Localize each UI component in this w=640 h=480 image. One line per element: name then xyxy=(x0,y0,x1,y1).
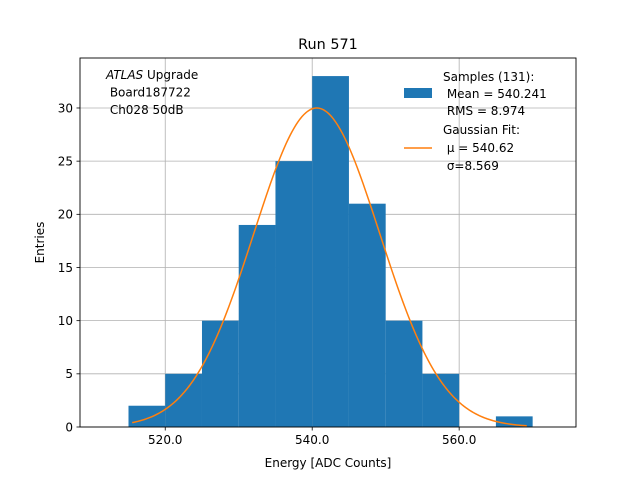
gaussian-fit xyxy=(132,107,527,427)
histogram-bar-10 xyxy=(495,416,533,427)
histogram-bar-4 xyxy=(275,161,313,428)
y-tick-label-0: 0 xyxy=(65,420,73,434)
histogram-bar-0 xyxy=(128,405,166,427)
legend-hist-swatch xyxy=(404,88,432,98)
histogram-bar-3 xyxy=(238,224,276,427)
x-tick-label-0: 520.0 xyxy=(148,433,182,447)
x-axis-ticks: 520.0 540.0 560.0 xyxy=(148,427,476,447)
legend-hist-line-0: Samples (131): xyxy=(443,70,534,84)
histogram-bar-2 xyxy=(201,320,239,427)
legend-fit-line-1: μ = 540.62 xyxy=(443,141,514,155)
atlas-label: ATLAS xyxy=(105,68,144,82)
annotation-line-2: Ch028 50dB xyxy=(106,103,184,117)
annotation-line-1: Board187722 xyxy=(106,86,191,100)
histogram-bar-8 xyxy=(422,373,460,427)
y-tick-label-3: 15 xyxy=(58,261,73,275)
legend: Samples (131): Mean = 540.241 RMS = 8.97… xyxy=(404,70,547,173)
y-tick-label-4: 20 xyxy=(58,208,73,222)
annotation-text: Upgrade xyxy=(143,68,198,82)
y-axis-label: Entries xyxy=(33,222,47,264)
chart-title: Run 571 xyxy=(298,37,358,53)
annotation-text: Board187722 xyxy=(106,86,191,100)
legend-hist-line-1: Mean = 540.241 xyxy=(443,87,547,101)
y-tick-label-2: 10 xyxy=(58,314,73,328)
annotation-text: Ch028 50dB xyxy=(106,103,184,117)
annotation-line-0: ATLAS Upgrade xyxy=(105,68,198,82)
x-axis-label: Energy [ADC Counts] xyxy=(265,456,392,470)
y-tick-label-1: 5 xyxy=(65,367,73,381)
legend-fit-line-0: Gaussian Fit: xyxy=(443,123,520,137)
y-axis-ticks: 0 5 10 15 20 25 30 xyxy=(58,101,80,434)
x-tick-label-1: 540.0 xyxy=(295,433,329,447)
histogram-bar-5 xyxy=(312,76,349,427)
y-tick-label-6: 30 xyxy=(58,101,73,115)
histogram-bar-7 xyxy=(385,320,423,427)
legend-hist-line-2: RMS = 8.974 xyxy=(443,104,525,118)
histogram-bar-6 xyxy=(348,203,386,427)
legend-fit-line-2: σ=8.569 xyxy=(443,159,499,173)
fit-curve xyxy=(132,107,527,427)
atlas-annotation: ATLAS Upgrade Board187722 Ch028 50dB xyxy=(105,68,198,117)
x-tick-label-2: 560.0 xyxy=(442,433,476,447)
histogram-bar-1 xyxy=(165,373,202,427)
y-tick-label-5: 25 xyxy=(58,154,73,168)
plot-frame xyxy=(79,57,577,428)
